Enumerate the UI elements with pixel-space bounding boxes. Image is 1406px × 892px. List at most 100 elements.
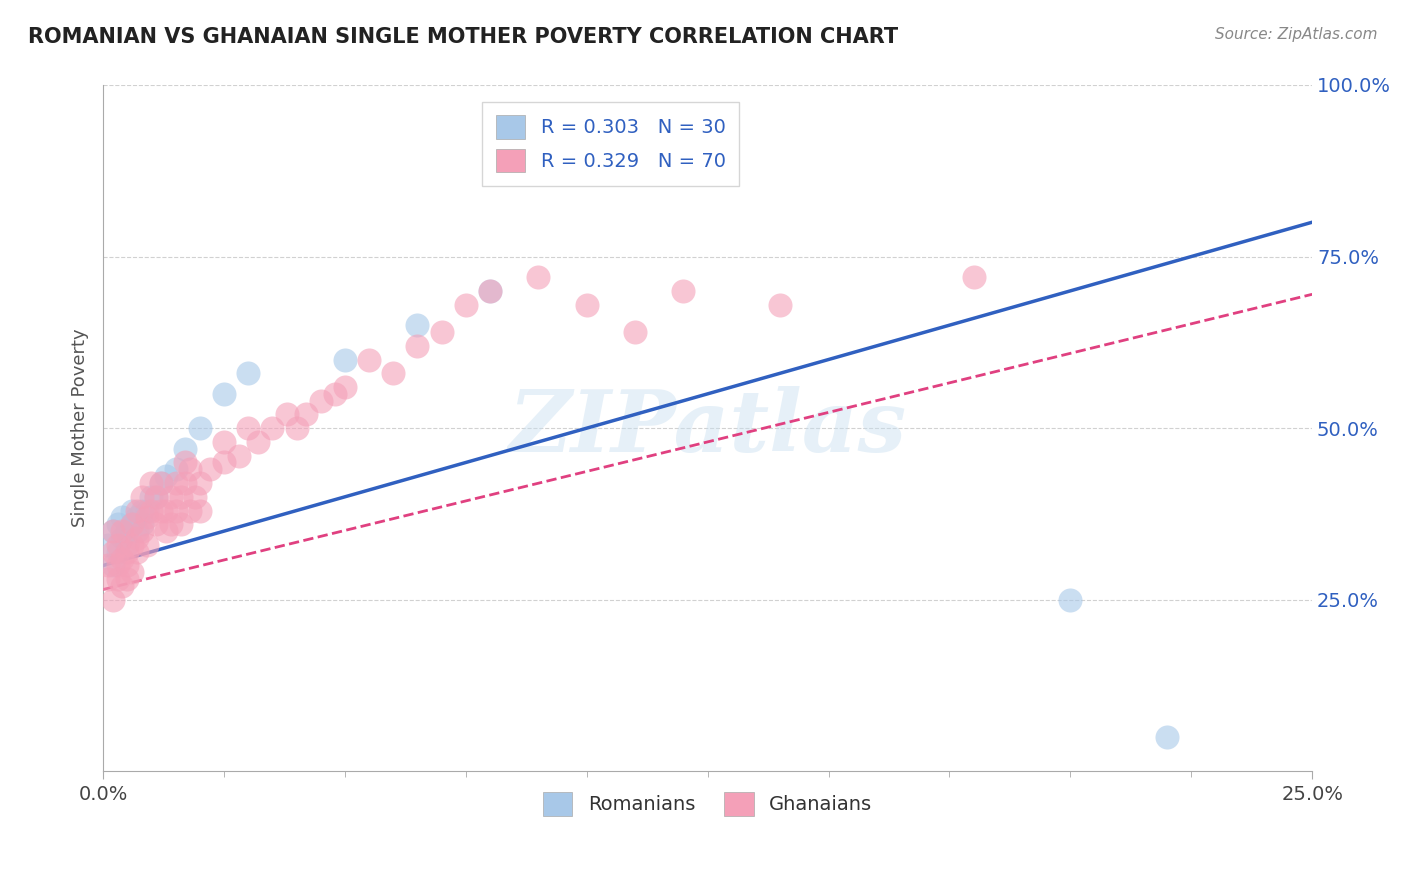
Point xyxy=(97,538,120,552)
Point xyxy=(107,558,129,573)
Point xyxy=(333,380,356,394)
Point xyxy=(117,558,139,573)
Text: Source: ZipAtlas.com: Source: ZipAtlas.com xyxy=(1215,27,1378,42)
Point xyxy=(165,462,187,476)
Point xyxy=(125,531,148,545)
Point xyxy=(131,503,153,517)
Point xyxy=(228,449,250,463)
Point xyxy=(125,524,148,538)
Point xyxy=(382,366,405,380)
Point xyxy=(188,476,211,491)
Point xyxy=(575,297,598,311)
Point xyxy=(169,490,191,504)
Point xyxy=(125,510,148,524)
Point xyxy=(131,517,153,532)
Point xyxy=(174,455,197,469)
Point xyxy=(323,387,346,401)
Point xyxy=(160,490,183,504)
Point xyxy=(107,572,129,586)
Point xyxy=(1059,592,1081,607)
Point xyxy=(135,510,157,524)
Point xyxy=(101,524,124,538)
Point xyxy=(101,558,124,573)
Point xyxy=(107,538,129,552)
Point xyxy=(117,545,139,559)
Point xyxy=(141,476,163,491)
Point xyxy=(155,524,177,538)
Point xyxy=(121,517,143,532)
Point xyxy=(212,455,235,469)
Point xyxy=(155,469,177,483)
Point xyxy=(165,476,187,491)
Point xyxy=(188,503,211,517)
Point xyxy=(406,318,429,333)
Point xyxy=(179,462,201,476)
Point xyxy=(406,339,429,353)
Point xyxy=(135,538,157,552)
Point xyxy=(169,517,191,532)
Point xyxy=(111,510,134,524)
Point xyxy=(101,592,124,607)
Y-axis label: Single Mother Poverty: Single Mother Poverty xyxy=(72,329,89,527)
Point xyxy=(111,551,134,566)
Point xyxy=(238,366,260,380)
Point xyxy=(188,421,211,435)
Point xyxy=(333,352,356,367)
Point xyxy=(141,503,163,517)
Point xyxy=(131,524,153,538)
Point xyxy=(238,421,260,435)
Point xyxy=(121,517,143,532)
Point xyxy=(359,352,381,367)
Point xyxy=(212,434,235,449)
Point xyxy=(141,490,163,504)
Point xyxy=(624,325,647,339)
Point xyxy=(111,524,134,538)
Point xyxy=(145,517,167,532)
Point xyxy=(962,270,984,285)
Point xyxy=(101,524,124,538)
Point xyxy=(262,421,284,435)
Point xyxy=(121,566,143,580)
Point xyxy=(179,503,201,517)
Point xyxy=(246,434,269,449)
Point xyxy=(111,579,134,593)
Point xyxy=(1156,730,1178,744)
Point xyxy=(295,408,318,422)
Point xyxy=(107,545,129,559)
Point xyxy=(145,490,167,504)
Point xyxy=(160,517,183,532)
Point xyxy=(150,476,173,491)
Point xyxy=(135,503,157,517)
Point xyxy=(174,442,197,456)
Point xyxy=(198,462,221,476)
Point xyxy=(672,284,695,298)
Point xyxy=(527,270,550,285)
Point xyxy=(285,421,308,435)
Point xyxy=(165,503,187,517)
Point xyxy=(184,490,207,504)
Point xyxy=(769,297,792,311)
Point xyxy=(117,524,139,538)
Point xyxy=(125,503,148,517)
Point xyxy=(276,408,298,422)
Point xyxy=(150,503,173,517)
Legend: Romanians, Ghanaians: Romanians, Ghanaians xyxy=(536,784,880,823)
Point xyxy=(117,572,139,586)
Point xyxy=(145,490,167,504)
Point xyxy=(131,490,153,504)
Point xyxy=(117,538,139,552)
Point xyxy=(150,476,173,491)
Point xyxy=(121,538,143,552)
Point xyxy=(430,325,453,339)
Point xyxy=(479,284,502,298)
Point xyxy=(121,503,143,517)
Point xyxy=(155,503,177,517)
Point xyxy=(454,297,477,311)
Point xyxy=(111,531,134,545)
Text: ZIPatlas: ZIPatlas xyxy=(509,386,907,470)
Point xyxy=(97,572,120,586)
Point xyxy=(479,284,502,298)
Point xyxy=(309,393,332,408)
Point xyxy=(125,545,148,559)
Point xyxy=(174,476,197,491)
